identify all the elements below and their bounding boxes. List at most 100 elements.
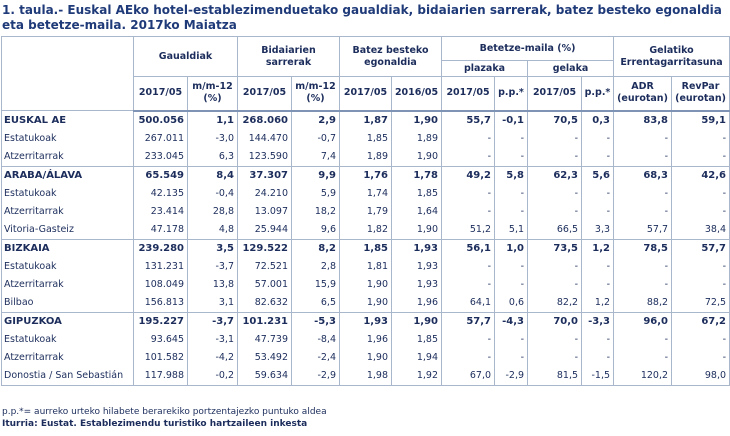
data-row: Atzerritarrak 233.045 6,3 123.590 7,4 1,89 1,9… <box>1 147 730 166</box>
cell: 81,5 <box>527 366 583 386</box>
cell: - <box>581 257 615 276</box>
cell: 57,7 <box>441 311 496 331</box>
cell: - <box>671 348 730 367</box>
cell: 1,81 <box>339 257 392 276</box>
cell: - <box>441 184 496 203</box>
cell: -2,9 <box>494 366 529 386</box>
cell: -0,4 <box>187 184 238 203</box>
footnotes: p.p.*= aurreko urteko hilabete berarekik… <box>2 406 327 430</box>
group-header: Gaualdiak <box>133 36 238 77</box>
cell: 62,3 <box>527 165 583 185</box>
group-row: ARABA/ÁLAVA 65.549 8,4 37.307 9,9 1,76 1,78 49,… <box>1 165 730 185</box>
cell: - <box>441 275 496 294</box>
cell: - <box>671 330 730 349</box>
cell: - <box>613 202 673 221</box>
row-label: Donostia / San Sebastián <box>1 366 134 386</box>
cell: -3,1 <box>187 330 238 349</box>
cell: - <box>581 184 615 203</box>
cell: 131.231 <box>133 257 188 276</box>
cell: 70,5 <box>527 110 583 130</box>
cell: 1,90 <box>390 220 443 239</box>
cell: 117.988 <box>133 366 188 386</box>
cell: -1,5 <box>581 366 615 386</box>
cell: -3,0 <box>187 129 238 148</box>
cell: 59.634 <box>237 366 292 386</box>
cell: 55,7 <box>441 110 496 130</box>
cell: 1,93 <box>339 311 392 331</box>
cell: - <box>494 275 529 294</box>
cell: - <box>527 330 583 349</box>
cell: - <box>527 202 583 221</box>
cell: - <box>494 202 529 221</box>
cell: - <box>613 330 673 349</box>
cell: 78,5 <box>613 238 673 258</box>
row-label: BIZKAIA <box>1 238 134 258</box>
cell: 1,90 <box>390 311 443 331</box>
cell: 1,98 <box>339 366 392 386</box>
cell: - <box>581 330 615 349</box>
cell: - <box>613 129 673 148</box>
cell: 28,8 <box>187 202 238 221</box>
cell: - <box>581 275 615 294</box>
data-row: Estatukoak 42.135 -0,4 24.210 5,9 1,74 1,85- - -… <box>1 184 730 203</box>
cell: 1,90 <box>390 147 443 166</box>
group-row: GIPUZKOA 195.227 -3,7 101.231 -5,3 1,93 1,90 57… <box>1 311 730 331</box>
cell: 88,2 <box>613 293 673 312</box>
cell: 93.645 <box>133 330 188 349</box>
cell: 2,9 <box>291 110 340 130</box>
cell: 72.521 <box>237 257 292 276</box>
cell: 500.056 <box>133 110 188 130</box>
cell: 123.590 <box>237 147 292 166</box>
cell: 3,3 <box>581 220 615 239</box>
data-row: Estatukoak 131.231 -3,7 72.521 2,8 1,81 1,93- -… <box>1 257 730 276</box>
cell: -8,4 <box>291 330 340 349</box>
cell: 67,2 <box>671 311 730 331</box>
cell: 1,89 <box>339 147 392 166</box>
cell: -2,9 <box>291 366 340 386</box>
cell: 42,6 <box>671 165 730 185</box>
cell: 51,2 <box>441 220 496 239</box>
column-header: 2016/05 <box>390 76 443 112</box>
cell: 267.011 <box>133 129 188 148</box>
cell: 9,6 <box>291 220 340 239</box>
cell: 83,8 <box>613 110 673 130</box>
cell: 98,0 <box>671 366 730 386</box>
cell: 70,0 <box>527 311 583 331</box>
cell: 156.813 <box>133 293 188 312</box>
cell: 233.045 <box>133 147 188 166</box>
group-row: BIZKAIA 239.280 3,5 129.522 8,2 1,85 1,93 56,1 1… <box>1 238 730 258</box>
cell: 4,8 <box>187 220 238 239</box>
cell: - <box>613 348 673 367</box>
cell: - <box>441 348 496 367</box>
cell: 57,7 <box>671 238 730 258</box>
cell: 18,2 <box>291 202 340 221</box>
row-label: Atzerritarrak <box>1 147 134 166</box>
row-label: Estatukoak <box>1 257 134 276</box>
column-header: ADR (eurotan) <box>613 76 673 112</box>
cell: - <box>441 330 496 349</box>
cell: 37.307 <box>237 165 292 185</box>
cell: - <box>441 257 496 276</box>
cell: 1,96 <box>390 293 443 312</box>
cell: 1,64 <box>390 202 443 221</box>
row-label: Atzerritarrak <box>1 202 134 221</box>
cell: - <box>671 129 730 148</box>
column-header: m/m-12 (%) <box>291 76 340 112</box>
cell: - <box>581 348 615 367</box>
cell: 0,6 <box>494 293 529 312</box>
cell: -3,7 <box>187 311 238 331</box>
cell: - <box>613 275 673 294</box>
cell: 1,93 <box>390 257 443 276</box>
cell: 1,87 <box>339 110 392 130</box>
cell: - <box>671 147 730 166</box>
cell: 5,1 <box>494 220 529 239</box>
data-row: Atzerritarrak 108.049 13,8 57.001 15,9 1,90 1,… <box>1 275 730 294</box>
cell: - <box>494 184 529 203</box>
cell: 101.582 <box>133 348 188 367</box>
cell: 13.097 <box>237 202 292 221</box>
row-label: EUSKAL AE <box>1 110 134 130</box>
cell: 120,2 <box>613 366 673 386</box>
cell: 0,3 <box>581 110 615 130</box>
cell: 13,8 <box>187 275 238 294</box>
